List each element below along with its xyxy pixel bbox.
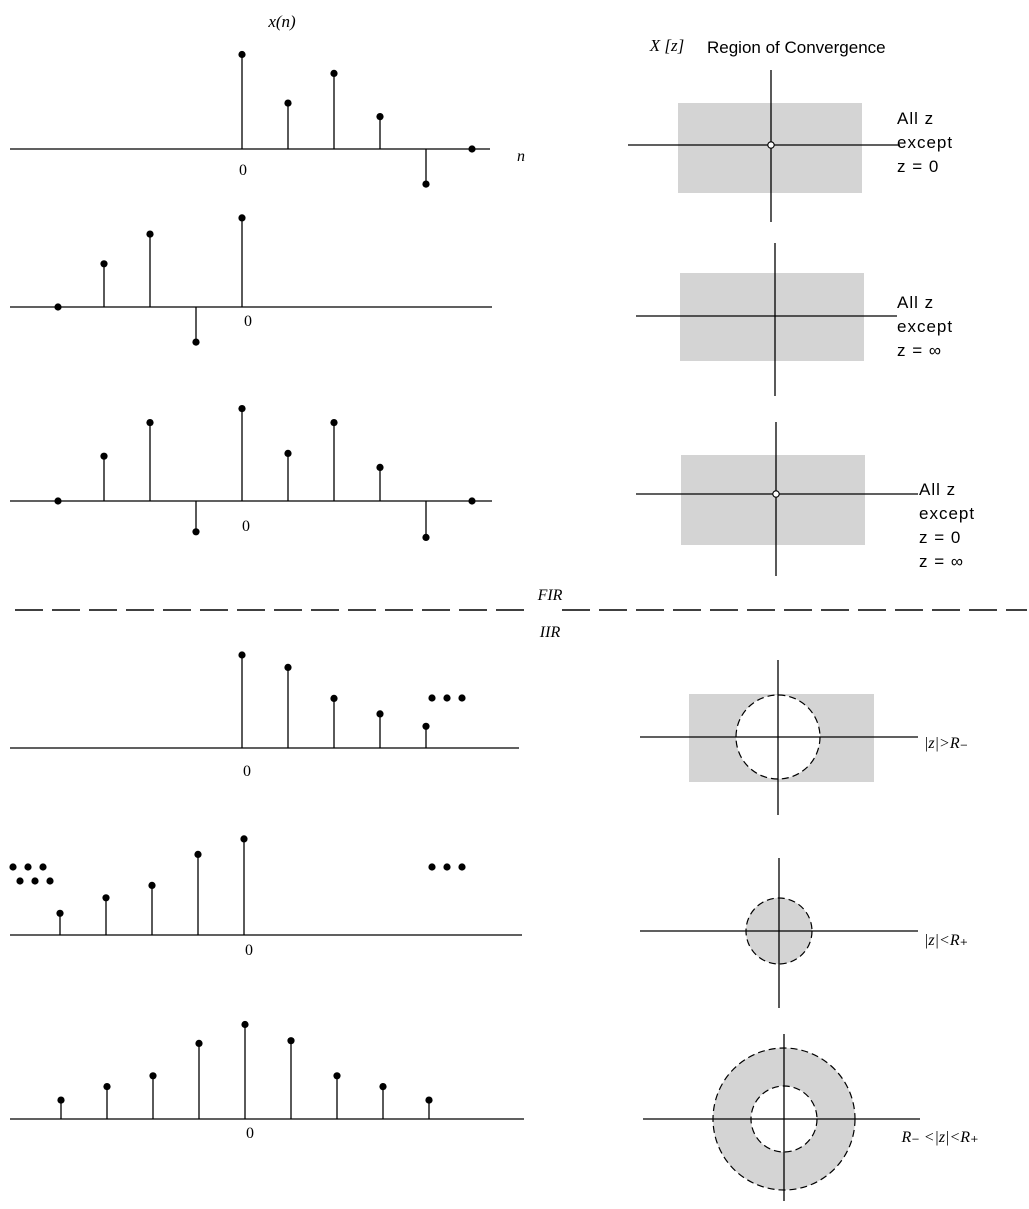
row-fir-causal: 0 n All z except z = 0 [10,50,953,222]
stem-tip [422,180,430,188]
ellipsis-dot [458,863,466,871]
stem-tip [148,881,156,890]
ellipsis-dot [31,877,39,885]
stem-tip [468,145,476,153]
ellipsis-dot [443,694,451,702]
stem-tip [238,651,246,659]
stem-tip [330,69,338,77]
roc-caption-line: All z [897,293,934,312]
stem-tip [54,497,62,505]
roc-plane [636,422,918,576]
stem-tip [422,533,430,542]
stem-tip [100,452,108,460]
rows-layer: 0 n All z except z = 0 0 All z except z = ∞ 0 All … [9,50,979,1201]
roc-caption-line: R₋ <|z|<R₊ [900,1129,978,1146]
stem-tip [146,419,154,427]
stem-tip [240,835,248,843]
ellipsis-dot [428,863,436,871]
roc-caption-line: All z [897,109,934,128]
stem-tip [56,909,64,917]
zero-tick-label: 0 [246,1125,254,1142]
stem-tip [238,50,246,59]
row-iir-two-sided: 0 R₋ <|z|<R₊ [9,863,979,1201]
zero-tick-label: 0 [239,162,247,179]
roc-caption-line: |z|>R₋ [924,735,968,752]
roc-caption-line: z = ∞ [897,341,942,360]
roc-shaded-region [680,273,864,361]
ellipsis-dot [458,694,466,702]
roc-exterior [640,660,918,815]
roc-caption-line: All z [919,480,956,499]
roc-plane [628,70,900,222]
stem-tip [238,214,246,222]
roc-plane [636,243,897,396]
roc-caption-line: z = ∞ [919,552,964,571]
fir-label: FIR [537,587,563,604]
roc-caption-line: |z|<R₊ [924,932,968,949]
stem-tip [100,260,108,268]
roc-caption-line: except [897,133,953,152]
stem-tip [54,303,62,311]
stem-tip [333,1072,341,1080]
stem-tip [376,710,384,718]
ellipsis-dot [24,863,32,871]
n-axis-label: n [517,148,525,165]
row-fir-two-sided: 0 All z except z = 0 z = ∞ [10,405,975,576]
stem-tip [330,419,338,427]
ellipsis-dots [428,863,466,871]
stem-tip [284,663,292,672]
roc-annulus [643,1034,920,1201]
stem-tip [57,1096,65,1104]
row-fir-anticausal: 0 All z except z = ∞ [10,214,953,396]
ellipsis-dot [428,694,436,702]
roc-caption-line: except [897,317,953,336]
stem-tip [379,1083,387,1091]
stem-tip [376,113,384,121]
stem-tip [192,528,200,536]
row-iir-causal: 0 |z|>R₋ [10,651,968,815]
stem-tip [422,722,430,730]
stem-tip [194,850,202,859]
stem-tip [195,1039,203,1047]
stem-tip [149,1072,157,1080]
zero-tick-label: 0 [245,942,253,959]
stem-tip [284,99,292,107]
zero-tick-label: 0 [243,763,251,780]
stem-tip [192,338,200,346]
stem-tip [425,1096,433,1104]
transform-column-header: X [z] [649,36,684,55]
stem-tip [103,1083,111,1091]
stem-tip [330,694,338,703]
ellipsis-dot [9,863,17,871]
excluded-origin-marker [767,141,775,149]
stem-tip [238,405,246,413]
signal-column-header: x(n) [267,12,296,31]
roc-caption-line: except [919,504,975,523]
ellipsis-dots [16,877,54,885]
ellipsis-dot [39,863,47,871]
stem-tip [284,449,292,457]
stem-tip [146,230,154,238]
stem-tip [287,1037,295,1045]
roc-disk [640,858,918,1008]
ellipsis-dot [443,863,451,871]
stem-tip [241,1020,249,1029]
zero-tick-label: 0 [242,518,250,535]
ellipsis-dots [9,863,47,871]
iir-label: IIR [539,624,561,641]
roc-column-header: Region of Convergence [707,38,886,57]
stem-tip [468,497,476,505]
ellipsis-dot [16,877,24,885]
roc-caption-line: z = 0 [897,157,939,176]
excluded-origin-marker [772,490,780,498]
ellipsis-dots [428,694,466,702]
roc-shaded-region [681,455,865,545]
row-iir-anticausal: 0 |z|<R₊ [10,835,968,1008]
roc-caption-line: z = 0 [919,528,961,547]
zero-tick-label: 0 [244,313,252,330]
stem-tip [376,463,384,471]
ellipsis-dot [46,877,54,885]
stem-tip [102,894,110,902]
